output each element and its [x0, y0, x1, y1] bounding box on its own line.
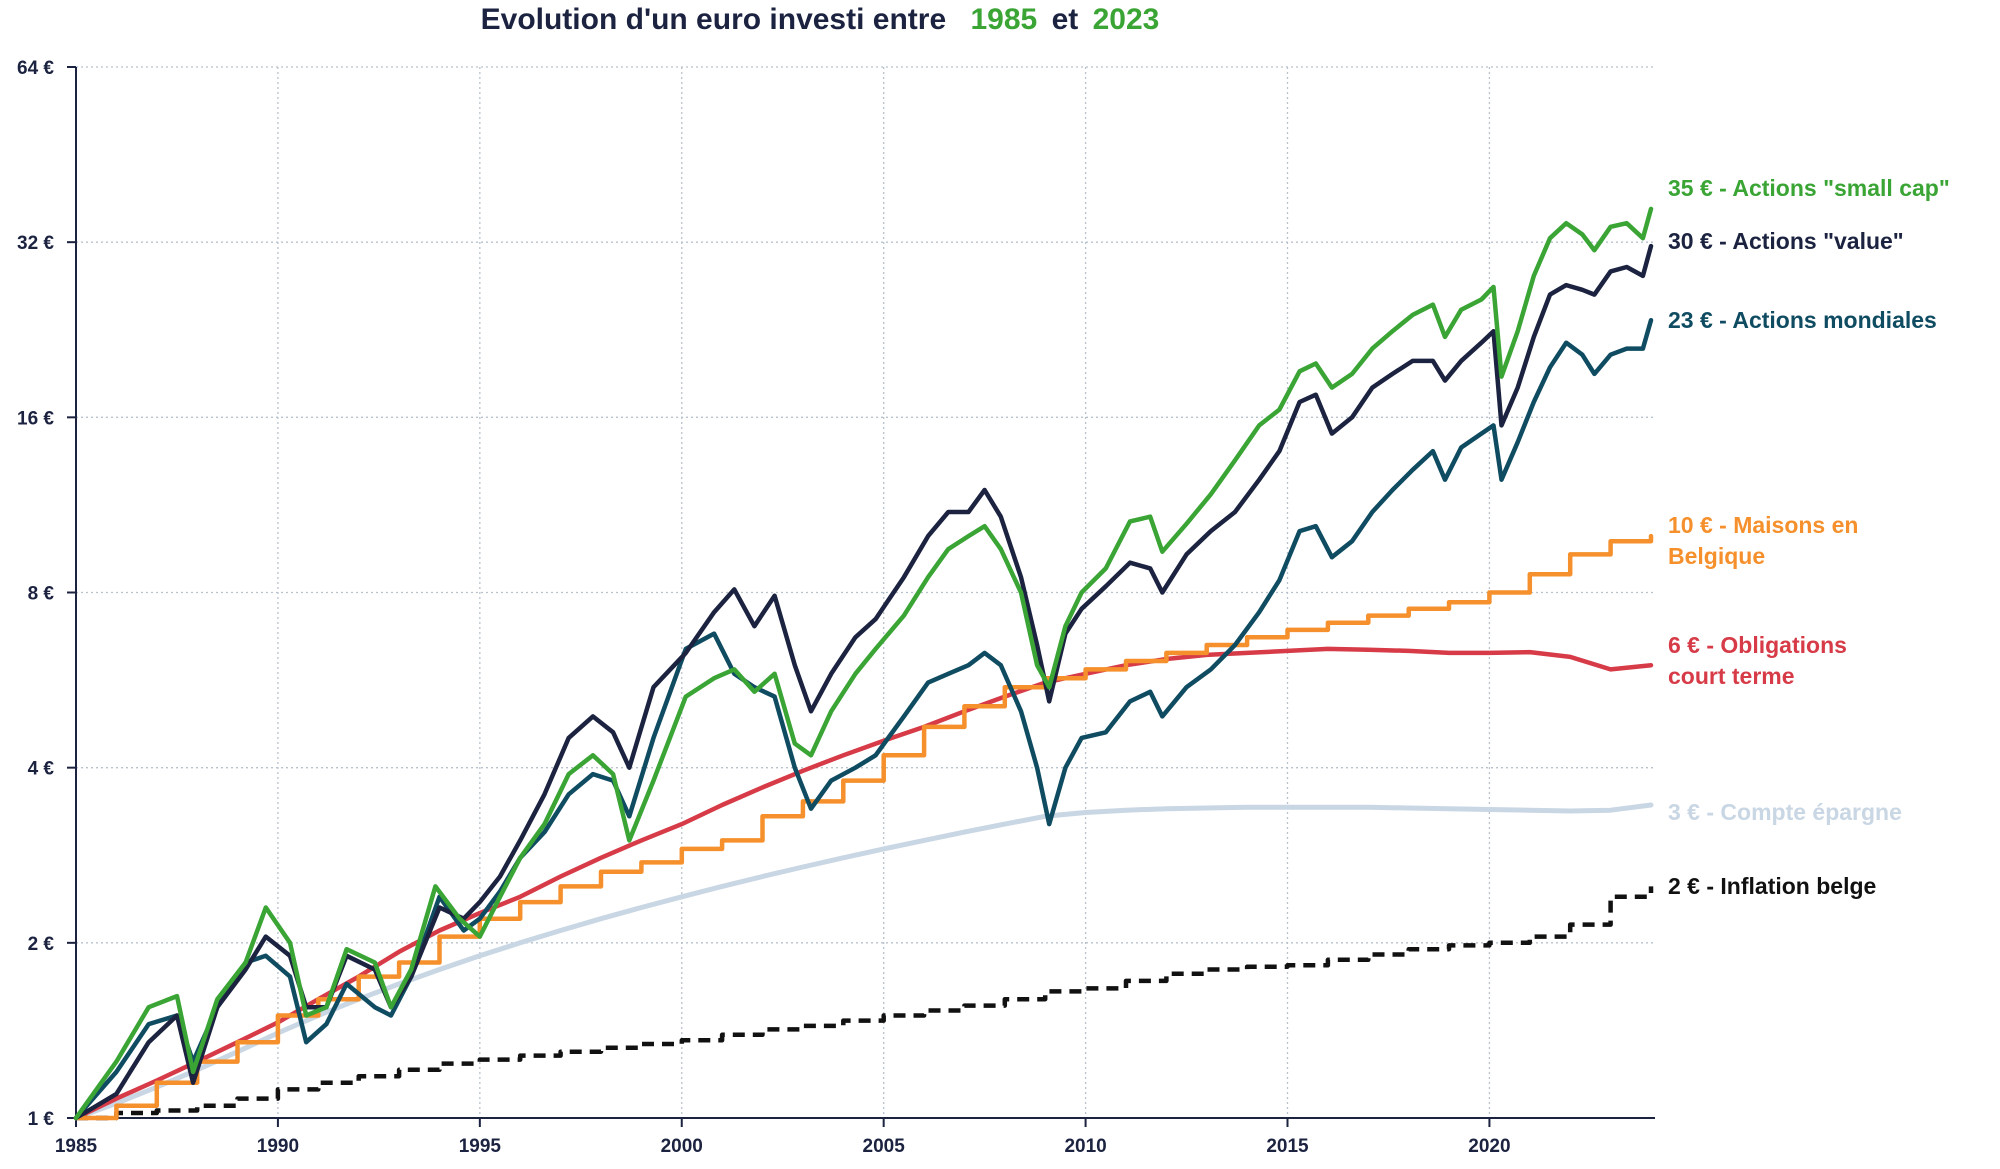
- series-line-1: [73, 243, 1654, 1121]
- x-tick-label: 2020: [1468, 1136, 1510, 1157]
- end-label: 2 € - Inflation belge: [1668, 873, 1876, 899]
- axis-layer: 1 € 2 € 4 € 8 € 16 € 32 € 64 € 1985 1990 1995 2000…: [17, 58, 1655, 1157]
- y-tick-label: 4 €: [28, 759, 55, 780]
- end-label: 6 € - Obligations: [1668, 632, 1847, 658]
- x-tick-label: 2010: [1064, 1136, 1106, 1157]
- y-tick-label: 64 €: [17, 58, 54, 79]
- series-line-0: [73, 206, 1654, 1121]
- end-label: 23 € - Actions mondiales: [1668, 307, 1937, 333]
- x-tick-label: 2015: [1266, 1136, 1309, 1157]
- y-tick-label: 8 €: [28, 584, 55, 605]
- title-end-year: 2023: [1093, 3, 1160, 36]
- grid-layer: [76, 66, 1655, 1118]
- y-tick-label: 1 €: [28, 1109, 55, 1130]
- y-tick-label: 32 €: [17, 233, 54, 254]
- series-line-2: [73, 317, 1654, 1121]
- x-tick-label: 1985: [55, 1136, 98, 1157]
- end-label: 3 € - Compte épargne: [1668, 799, 1902, 825]
- title-start-year: 1985: [970, 3, 1037, 36]
- y-tick-label: 16 €: [17, 408, 54, 429]
- series-line-5: [73, 802, 1654, 1121]
- title-prefix: Evolution d'un euro investi entre: [481, 3, 947, 36]
- series-layer: [73, 206, 1654, 1121]
- y-tick-label: 2 €: [28, 934, 55, 955]
- title-connector: et: [1052, 3, 1079, 36]
- x-tick-label: 2000: [661, 1136, 703, 1157]
- end-labels-layer: 35 € - Actions "small cap" 30 € - Actions…: [1668, 175, 1950, 899]
- x-tick-label: 1990: [257, 1136, 299, 1157]
- end-label: Belgique: [1668, 543, 1765, 569]
- series-line-4: [73, 646, 1654, 1121]
- end-label: court terme: [1668, 663, 1795, 689]
- end-label: 30 € - Actions "value": [1668, 228, 1904, 254]
- chart-title: Evolution d'un euro investi entre 1985 e…: [481, 3, 1160, 36]
- end-label: 10 € - Maisons en: [1668, 512, 1858, 538]
- x-tick-label: 2005: [863, 1136, 906, 1157]
- series-line-6: [76, 886, 1654, 1121]
- x-tick-label: 1995: [459, 1136, 502, 1157]
- series-line-3: [73, 533, 1654, 1121]
- end-label: 35 € - Actions "small cap": [1668, 175, 1950, 201]
